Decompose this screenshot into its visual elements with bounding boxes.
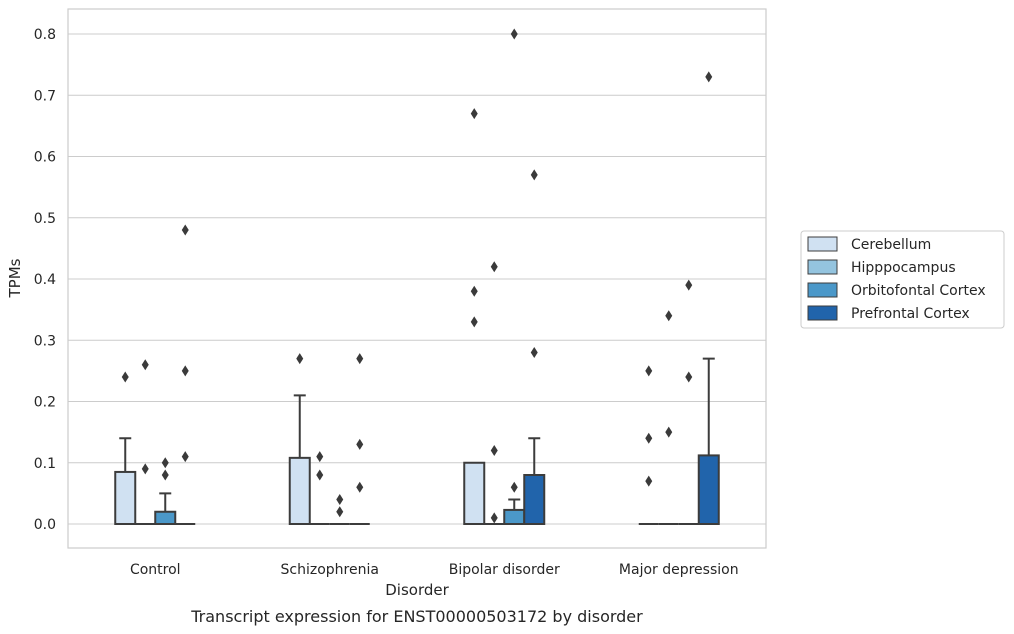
- outlier-marker: [121, 371, 129, 383]
- gridlines: [68, 33, 766, 525]
- bar: [503, 508, 526, 526]
- outlier-marker: [490, 261, 498, 273]
- plot-frame: [67, 8, 767, 549]
- outlier-marker: [141, 359, 149, 371]
- bar: [288, 456, 311, 526]
- outlier-marker: [490, 512, 498, 524]
- outlier-marker: [181, 365, 189, 377]
- legend-label: Hipppocampus: [851, 260, 956, 276]
- x-axis-label: Disorder: [385, 581, 449, 599]
- outlier-marker: [645, 365, 653, 377]
- x-tick-label: Schizophrenia: [281, 562, 379, 578]
- bar: [523, 474, 546, 525]
- outlier-marker: [336, 494, 344, 505]
- y-tick-label: 0.1: [34, 456, 56, 472]
- y-tick-label: 0.6: [34, 150, 56, 166]
- legend-swatch: [807, 282, 838, 298]
- outlier-marker: [141, 463, 149, 475]
- bar: [154, 510, 177, 525]
- outlier-marker: [181, 451, 189, 463]
- x-tick-label: Control: [130, 562, 181, 578]
- outlier-marker: [685, 371, 693, 383]
- outlier-marker: [665, 310, 673, 322]
- chart-caption: Transcript expression for ENST0000050317…: [190, 607, 643, 626]
- outlier-marker: [490, 445, 498, 456]
- outlier-marker: [470, 108, 478, 120]
- outlier-marker: [316, 451, 324, 463]
- outlier-marker: [316, 469, 324, 481]
- outlier-marker: [645, 475, 653, 487]
- y-tick-label: 0.4: [34, 272, 56, 288]
- outlier-marker: [530, 169, 538, 181]
- outlier-marker: [356, 353, 364, 365]
- bar: [697, 454, 720, 525]
- legend: Cerebellum Hipppocampus Orbitofontal Corte…: [800, 230, 1005, 329]
- bar-groups: [114, 357, 720, 526]
- outlier-points: [121, 28, 713, 524]
- legend-frame: [800, 230, 1005, 329]
- outlier-marker: [336, 506, 344, 518]
- y-axis-ticks: 0.0 0.1 0.2 0.3 0.4 0.5 0.6 0.7 0.8: [34, 27, 56, 533]
- outlier-marker: [705, 71, 713, 83]
- outlier-marker: [645, 432, 653, 444]
- bar: [114, 470, 137, 525]
- y-tick-label: 0.3: [34, 333, 56, 349]
- legend-swatch: [807, 305, 838, 321]
- legend-label: Prefrontal Cortex: [851, 306, 970, 322]
- outlier-marker: [470, 316, 478, 328]
- x-axis-ticks: Control Schizophrenia Bipolar disorder Majo…: [130, 562, 739, 578]
- x-tick-label: Major depression: [619, 562, 739, 578]
- outlier-marker: [470, 285, 478, 297]
- outlier-marker: [356, 481, 364, 493]
- bar: [463, 461, 486, 525]
- legend-label: Cerebellum: [851, 237, 931, 253]
- outlier-marker: [510, 28, 518, 40]
- outlier-marker: [181, 224, 189, 236]
- outlier-marker: [665, 426, 673, 438]
- outlier-marker: [161, 469, 169, 481]
- y-tick-label: 0.7: [34, 88, 56, 104]
- y-tick-label: 0.2: [34, 395, 56, 411]
- outlier-marker: [356, 438, 364, 450]
- x-tick-label: Bipolar disorder: [449, 562, 560, 578]
- legend-swatch: [807, 259, 838, 275]
- legend-swatch: [807, 236, 838, 252]
- y-tick-label: 0.8: [34, 27, 56, 43]
- outlier-marker: [530, 347, 538, 358]
- legend-label: Orbitofontal Cortex: [851, 283, 986, 299]
- outlier-marker: [510, 481, 518, 493]
- outlier-marker: [161, 457, 169, 469]
- y-tick-label: 0.0: [34, 517, 56, 533]
- y-axis-label: TPMs: [6, 258, 24, 298]
- outlier-marker: [296, 353, 304, 365]
- y-tick-label: 0.5: [34, 211, 56, 227]
- outlier-marker: [685, 279, 693, 291]
